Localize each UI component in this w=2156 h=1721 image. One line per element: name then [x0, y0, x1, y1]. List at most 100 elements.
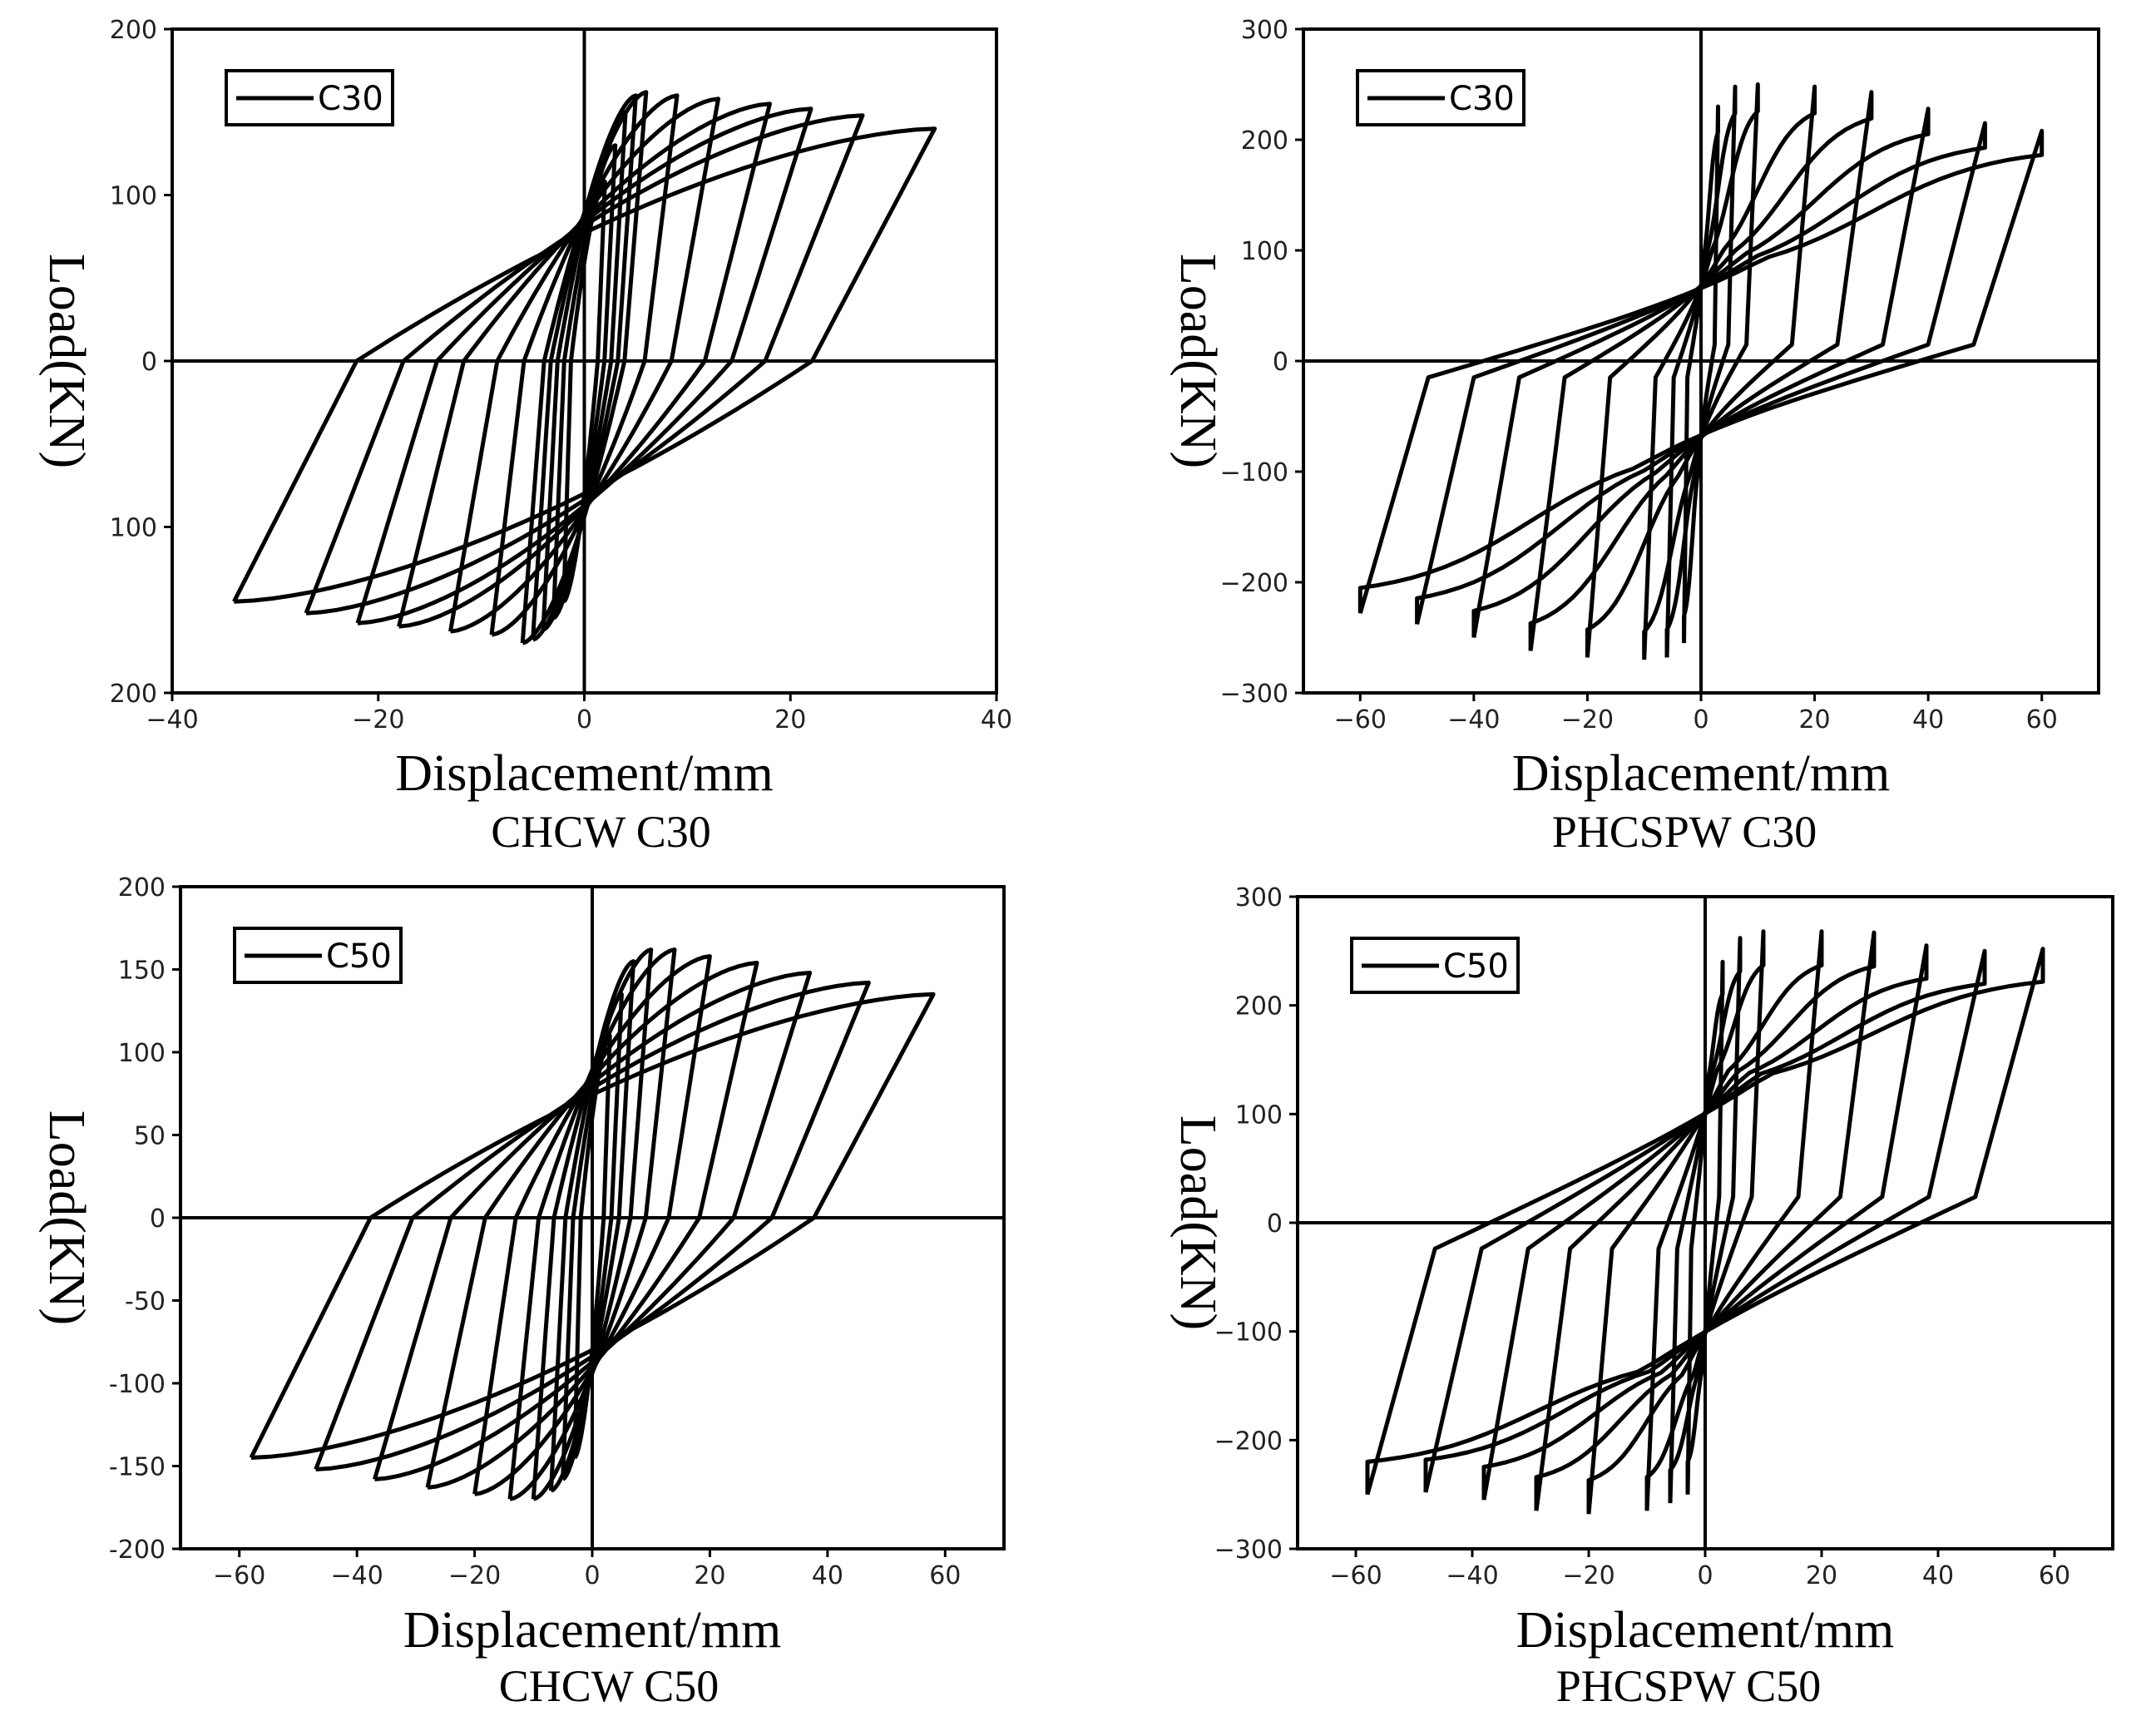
panel-phcspw-c30: −60 −40 −20 0 20 40 603002001000−100−200−300C3… [1169, 16, 2100, 857]
x-axis-title: Displacement/mm [1516, 1602, 1895, 1659]
x-axis-title: Displacement/mm [1512, 745, 1891, 802]
x-axis-title: Displacement/mm [403, 1602, 782, 1659]
panel-phcspw-c50: −60 −40 −20 0 20 40 603002001000−100−200−300C5… [1169, 883, 2114, 1711]
x-tick-label: −40 [1446, 1561, 1498, 1590]
panel-chcw-c50: −60 −40 −20 0 20 40 60 200 150 100 50 0 -50 -100 -150 -… [38, 873, 1006, 1711]
hysteresis-loop [304, 113, 865, 616]
x-tick-label: 20 [1798, 705, 1830, 734]
x-tick-label: −60 [1329, 1561, 1382, 1590]
x-tick-label: 0 [1693, 705, 1708, 734]
hysteresis-loop [531, 947, 654, 1501]
hysteresis-loop [314, 980, 871, 1471]
x-tick-label: 20 [774, 705, 806, 734]
hysteresis-loop [507, 947, 677, 1501]
y-axis-title: Load(KN) [1169, 1115, 1226, 1330]
hysteresis-loop [249, 992, 936, 1460]
x-axis-title: Displacement/mm [395, 745, 774, 802]
hysteresis-loop [472, 954, 712, 1496]
x-tick-label: 40 [981, 705, 1012, 734]
y-tick-label: 0 [150, 1204, 166, 1234]
y-tick-label: 200 [118, 873, 166, 903]
hysteresis-loop [1357, 128, 2045, 614]
y-tick-label: 0 [141, 348, 157, 377]
legend-label: C50 [326, 937, 392, 976]
hysteresis-loop [520, 90, 649, 645]
y-tick-label: 300 [1241, 16, 1288, 45]
y-tick-label: 100 [118, 1039, 166, 1068]
hysteresis-loop [1415, 121, 1987, 626]
hysteresis-loop [1534, 930, 1877, 1511]
y-tick-label: -100 [109, 1370, 166, 1399]
hysteresis-loop [1642, 82, 1760, 660]
y-tick-label: −200 [1220, 569, 1288, 598]
y-tick-label: 100 [1235, 1100, 1283, 1130]
hysteresis-loop [448, 96, 720, 634]
y-tick-label: 200 [1241, 126, 1288, 156]
y-tick-label: 300 [1235, 883, 1283, 912]
x-tick-label: −60 [213, 1561, 265, 1590]
hysteresis-loop [1471, 106, 1931, 638]
hysteresis-loop [1644, 929, 1766, 1511]
y-tick-label: 200 [110, 680, 157, 709]
y-tick-label: -50 [125, 1288, 166, 1317]
x-tick-label: 60 [929, 1561, 961, 1590]
y-axis-title: Load(KN) [38, 254, 95, 468]
hysteresis-loop [1664, 84, 1738, 658]
hysteresis-loop [425, 961, 759, 1490]
hysteresis-loop [397, 101, 772, 629]
y-tick-label: −300 [1220, 680, 1288, 709]
panel-caption: CHCW C30 [491, 807, 711, 857]
x-tick-label: −60 [1334, 705, 1387, 734]
y-tick-label: −300 [1214, 1536, 1283, 1565]
y-tick-label: 100 [1241, 237, 1288, 266]
x-tick-label: −20 [1562, 1561, 1615, 1590]
hysteresis-loop [1682, 104, 1720, 644]
panel-caption: CHCW C50 [499, 1661, 719, 1711]
x-tick-label: 0 [1697, 1561, 1713, 1590]
y-tick-label: 100 [110, 514, 157, 543]
x-tick-label: 20 [694, 1561, 725, 1590]
x-tick-label: 60 [2026, 705, 2058, 734]
x-tick-label: 20 [1806, 1561, 1837, 1590]
hysteresis-loop [1365, 947, 2045, 1496]
y-tick-label: 50 [134, 1122, 166, 1151]
y-axis-title: Load(KN) [1169, 254, 1226, 468]
hysteresis-loop [489, 93, 680, 637]
y-tick-label: 150 [118, 957, 166, 986]
hysteresis-loop [1585, 84, 1817, 658]
y-tick-label: -200 [109, 1536, 166, 1565]
hysteresis-loop [1685, 959, 1725, 1495]
y-tick-label: 200 [1235, 992, 1283, 1021]
hysteresis-loop [232, 126, 937, 604]
x-tick-label: 40 [1912, 705, 1944, 734]
legend-label: C30 [1449, 80, 1515, 118]
x-tick-label: 0 [584, 1561, 600, 1590]
legend-label: C30 [318, 80, 383, 118]
hysteresis-loop [1586, 929, 1824, 1515]
x-tick-label: −40 [1447, 705, 1500, 734]
hysteresis-loop [549, 959, 635, 1493]
y-tick-label: 0 [1267, 1209, 1283, 1239]
legend-label: C50 [1443, 947, 1509, 986]
panel-chcw-c30: −40 −20 0 20 40 200 100 0 100 200 C30 Displacement/… [38, 16, 1012, 857]
y-tick-label: -150 [109, 1453, 166, 1482]
x-tick-label: −20 [352, 705, 404, 734]
x-tick-label: 0 [576, 705, 592, 734]
x-tick-label: 60 [2039, 1561, 2070, 1590]
y-tick-label: −100 [1214, 1318, 1283, 1348]
y-tick-label: −100 [1220, 458, 1288, 487]
x-tick-label: −20 [448, 1561, 501, 1590]
y-tick-label: 0 [1273, 348, 1288, 377]
hysteresis-loop [1481, 943, 1929, 1501]
y-axis-title: Load(KN) [38, 1110, 95, 1325]
panel-caption: PHCSPW C30 [1552, 807, 1817, 857]
x-tick-label: −40 [146, 705, 198, 734]
y-tick-label: 100 [110, 182, 157, 211]
y-tick-label: −200 [1214, 1427, 1283, 1456]
hysteresis-loop [1528, 90, 1874, 651]
x-tick-label: 40 [1922, 1561, 1954, 1590]
x-tick-label: −40 [330, 1561, 383, 1590]
hysteresis-loop [1668, 936, 1743, 1504]
x-tick-label: −20 [1561, 705, 1614, 734]
